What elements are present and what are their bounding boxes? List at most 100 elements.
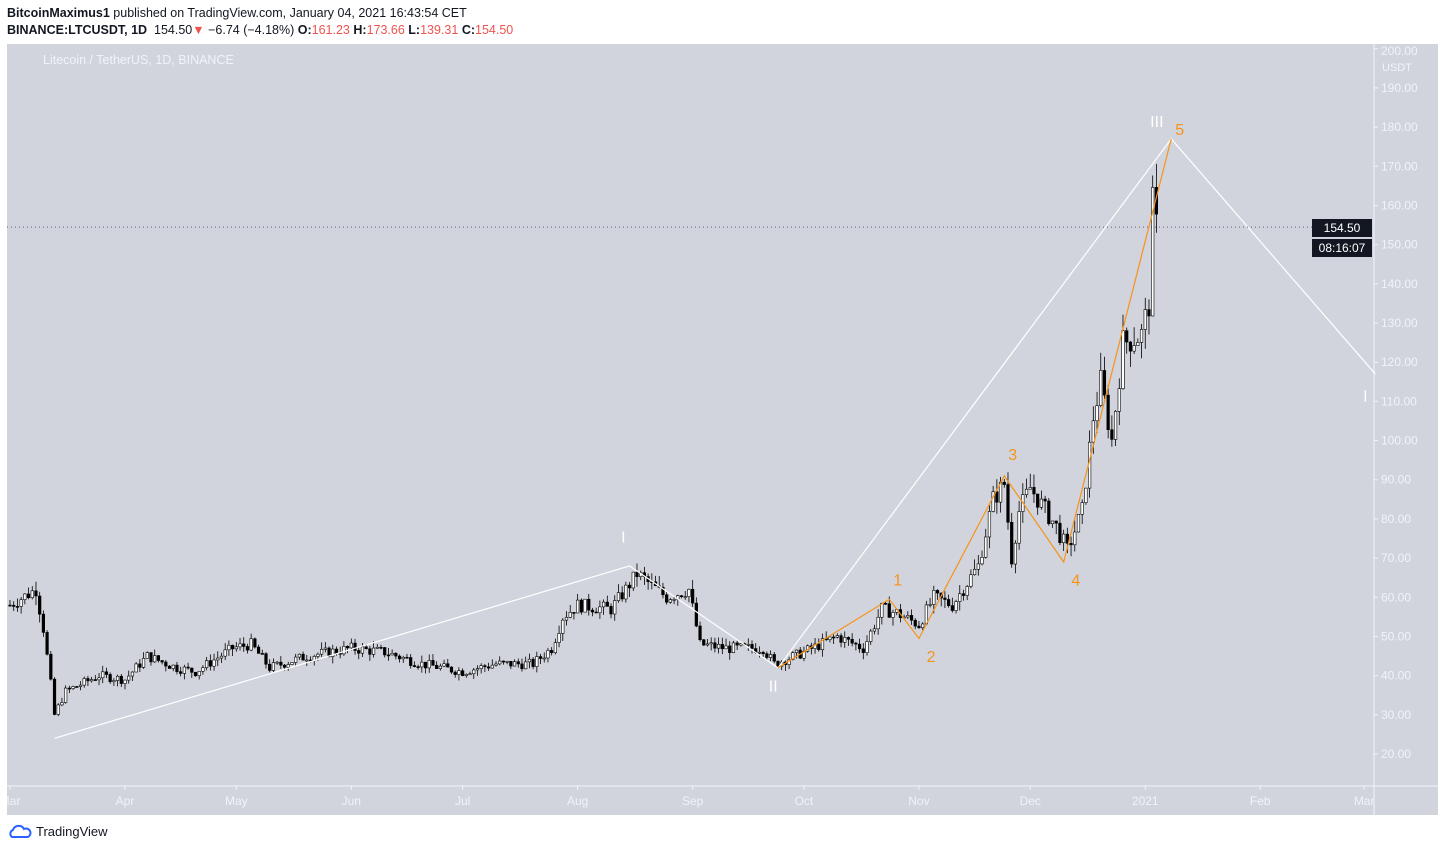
candle-body [601,601,606,608]
candle-body [546,650,550,659]
candle-body [972,568,977,576]
candle-body [282,664,287,668]
candle-body [82,678,86,686]
price-tick-label: 200.00 [1381,44,1418,58]
candle-body [531,658,535,667]
candle-body [264,653,268,665]
candle-body [887,603,891,618]
candle-body [987,511,992,538]
candle-body [635,571,639,577]
chart-header: BitcoinMaximus1 published on TradingView… [7,5,513,39]
candle-body [390,652,394,656]
candle-body [564,617,569,621]
candle-body [891,612,895,618]
candle-body [924,604,928,625]
price-tick-label: 100.00 [1381,434,1418,448]
candle-body [60,702,64,706]
candle-body [538,656,543,659]
candle-body [950,605,954,611]
candle-body [1032,487,1036,495]
candle-body [765,653,769,658]
candle-body [568,612,572,618]
candle-body [627,584,632,589]
candle-body [127,675,131,681]
candle-body [969,574,973,587]
candle-body [587,598,591,611]
candle-body [227,644,231,651]
candle-body [550,650,554,654]
candle-body [409,657,413,666]
candle-body [71,686,75,689]
candle-body [1062,533,1066,543]
candle-body [349,642,353,649]
chart-area[interactable]: 20.00 30.00 40.00 50.00 60.00 70.00 80.00 90.00… [7,44,1438,815]
candle-body [857,643,862,650]
candle-body [661,586,665,596]
time-tick-label: Feb [1250,794,1271,808]
candle-body [412,665,416,667]
candle-body [67,687,71,690]
candle-body [498,660,502,665]
candle-body [965,586,969,596]
low-label: L: [408,23,421,37]
time-tick-label: Dec [1020,794,1041,808]
minor-wave-label: 2 [927,649,936,666]
candle-body [305,659,309,662]
candle-body [371,647,376,655]
candle-body [427,660,431,669]
major-wave-label: III [1150,114,1163,131]
price-tick-label: 140.00 [1381,277,1418,291]
candle-body [698,625,702,640]
candle-body [984,536,988,558]
candle-body [153,655,157,663]
candle-body [464,674,468,676]
candle-body [19,599,23,607]
candle-body [1006,484,1010,523]
minor-wave-line [777,138,1172,669]
symbol: BINANCE:LTCUSDT, 1D [7,23,148,37]
candle-body [442,663,446,667]
candle-body [631,571,635,589]
price-tick-label: 120.00 [1381,355,1418,369]
change: −6.74 (−4.18%) [208,23,295,37]
candle-body [108,674,112,683]
candle-body [516,661,520,665]
candle-body [501,660,506,663]
candle-body [38,595,42,615]
candle-body [935,590,940,594]
chart-title: Litecoin / TetherUS, 1D, BINANCE [43,53,234,67]
candle-body [41,613,45,633]
candle-body [1099,370,1103,406]
close-label: C: [461,23,476,37]
candle-body [613,600,617,615]
candle-body [687,588,691,597]
candle-body [509,660,513,667]
candle-body [423,661,428,669]
candle-body [1076,514,1081,533]
candle-body [175,664,179,672]
candle-body [1117,388,1121,412]
candle-body [691,588,695,604]
candle-body [379,647,383,649]
candle-body [205,660,209,668]
major-wave-label: I [621,529,625,546]
tradingview-logo[interactable]: TradingView [8,824,108,839]
candle-body [869,630,873,642]
time-tick-label: Mar [7,794,20,808]
candle-body [772,654,776,662]
candle-body [446,663,450,668]
candle-body [130,671,135,677]
candle-body [1151,187,1155,317]
price-tick-label: 50.00 [1381,629,1411,643]
candle-body [1113,411,1118,440]
price-tick-label: 160.00 [1381,198,1418,212]
time-tick-label: 2021 [1132,794,1159,808]
candle-body [1139,329,1144,343]
author[interactable]: BitcoinMaximus1 [7,6,110,20]
candle-body [728,645,732,653]
candle-body [420,661,424,668]
tradingview-cloud-icon [9,824,32,838]
candle-body [405,656,409,659]
chart-canvas[interactable]: 20.00 30.00 40.00 50.00 60.00 70.00 80.00 90.00… [7,44,1438,815]
candle-body [93,679,97,681]
